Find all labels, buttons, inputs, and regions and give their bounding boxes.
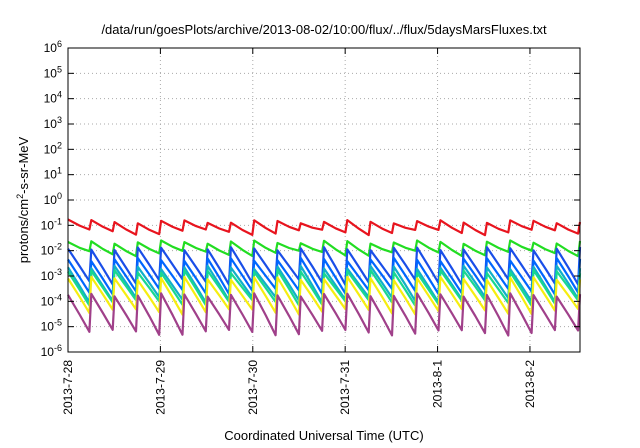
y-tick-label: 10-1 [41, 216, 62, 232]
x-tick-label: 2013-8-2 [523, 360, 537, 408]
y-axis: 10-610-510-410-310-210-11001011021031041… [41, 39, 580, 359]
y-tick-base: 10 [44, 92, 58, 106]
y-tick-base: 10 [44, 117, 58, 131]
x-axis: 2013-7-28 2013-7-29 2013-7-30 2013-7-31 2013… [61, 48, 537, 415]
series-line [67, 239, 582, 258]
x-tick-label: 2013-7-31 [338, 360, 352, 415]
y-tick-base: 10 [41, 345, 55, 359]
x-tick-label: 2013-7-28 [61, 360, 75, 415]
y-tick-exponent: 2 [57, 140, 62, 150]
y-tick-label: 10-4 [41, 292, 62, 308]
y-tick-label: 105 [44, 64, 62, 80]
y-tick-label: 103 [44, 115, 62, 131]
y-tick-exponent: 1 [57, 166, 62, 176]
y-tick-exponent: 3 [57, 115, 62, 125]
series-line [67, 218, 582, 237]
y-tick-label: 101 [44, 166, 62, 182]
x-axis-title: Coordinated Universal Time (UTC) [224, 428, 423, 443]
y-tick-exponent: -1 [54, 216, 62, 226]
x-tick-label: 2013-7-30 [246, 360, 260, 415]
y-tick-exponent: 6 [57, 39, 62, 49]
y-tick-label: 102 [44, 140, 62, 156]
y-tick-base: 10 [44, 66, 58, 80]
y-tick-base: 10 [41, 294, 55, 308]
y-tick-exponent: -6 [54, 343, 62, 353]
y-tick-exponent: 4 [57, 90, 62, 100]
y-tick-base: 10 [41, 269, 55, 283]
y-tick-label: 100 [44, 191, 62, 207]
chart-title: /data/run/goesPlots/archive/2013-08-02/1… [101, 22, 547, 37]
y-tick-label: 10-5 [41, 318, 62, 334]
y-tick-label: 10-6 [41, 343, 62, 359]
x-tick-label: 2013-8-1 [431, 360, 445, 408]
y-tick-exponent: 5 [57, 64, 62, 74]
series-group [67, 218, 582, 337]
y-tick-label: 10-2 [41, 242, 62, 258]
y-axis-title-sup: 2 [15, 194, 25, 199]
y-tick-base: 10 [41, 320, 55, 334]
x-tick-label: 2013-7-29 [153, 360, 167, 415]
y-tick-base: 10 [41, 218, 55, 232]
y-tick-exponent: 0 [57, 191, 62, 201]
y-tick-exponent: -2 [54, 242, 62, 252]
y-tick-base: 10 [44, 168, 58, 182]
y-tick-exponent: -3 [54, 267, 62, 277]
y-axis-title-part2: -s-sr-MeV [16, 136, 31, 193]
y-tick-exponent: -4 [54, 292, 62, 302]
y-tick-base: 10 [44, 193, 58, 207]
series-line [67, 292, 582, 337]
y-tick-exponent: -5 [54, 318, 62, 328]
y-tick-base: 10 [41, 244, 55, 258]
y-tick-label: 10-3 [41, 267, 62, 283]
y-axis-title: protons/cm2-s-sr-MeV [15, 136, 31, 263]
y-axis-title-part1: protons/cm [16, 199, 31, 263]
y-tick-base: 10 [44, 41, 58, 55]
y-tick-label: 106 [44, 39, 62, 55]
y-tick-base: 10 [44, 142, 58, 156]
y-tick-label: 104 [44, 90, 62, 106]
